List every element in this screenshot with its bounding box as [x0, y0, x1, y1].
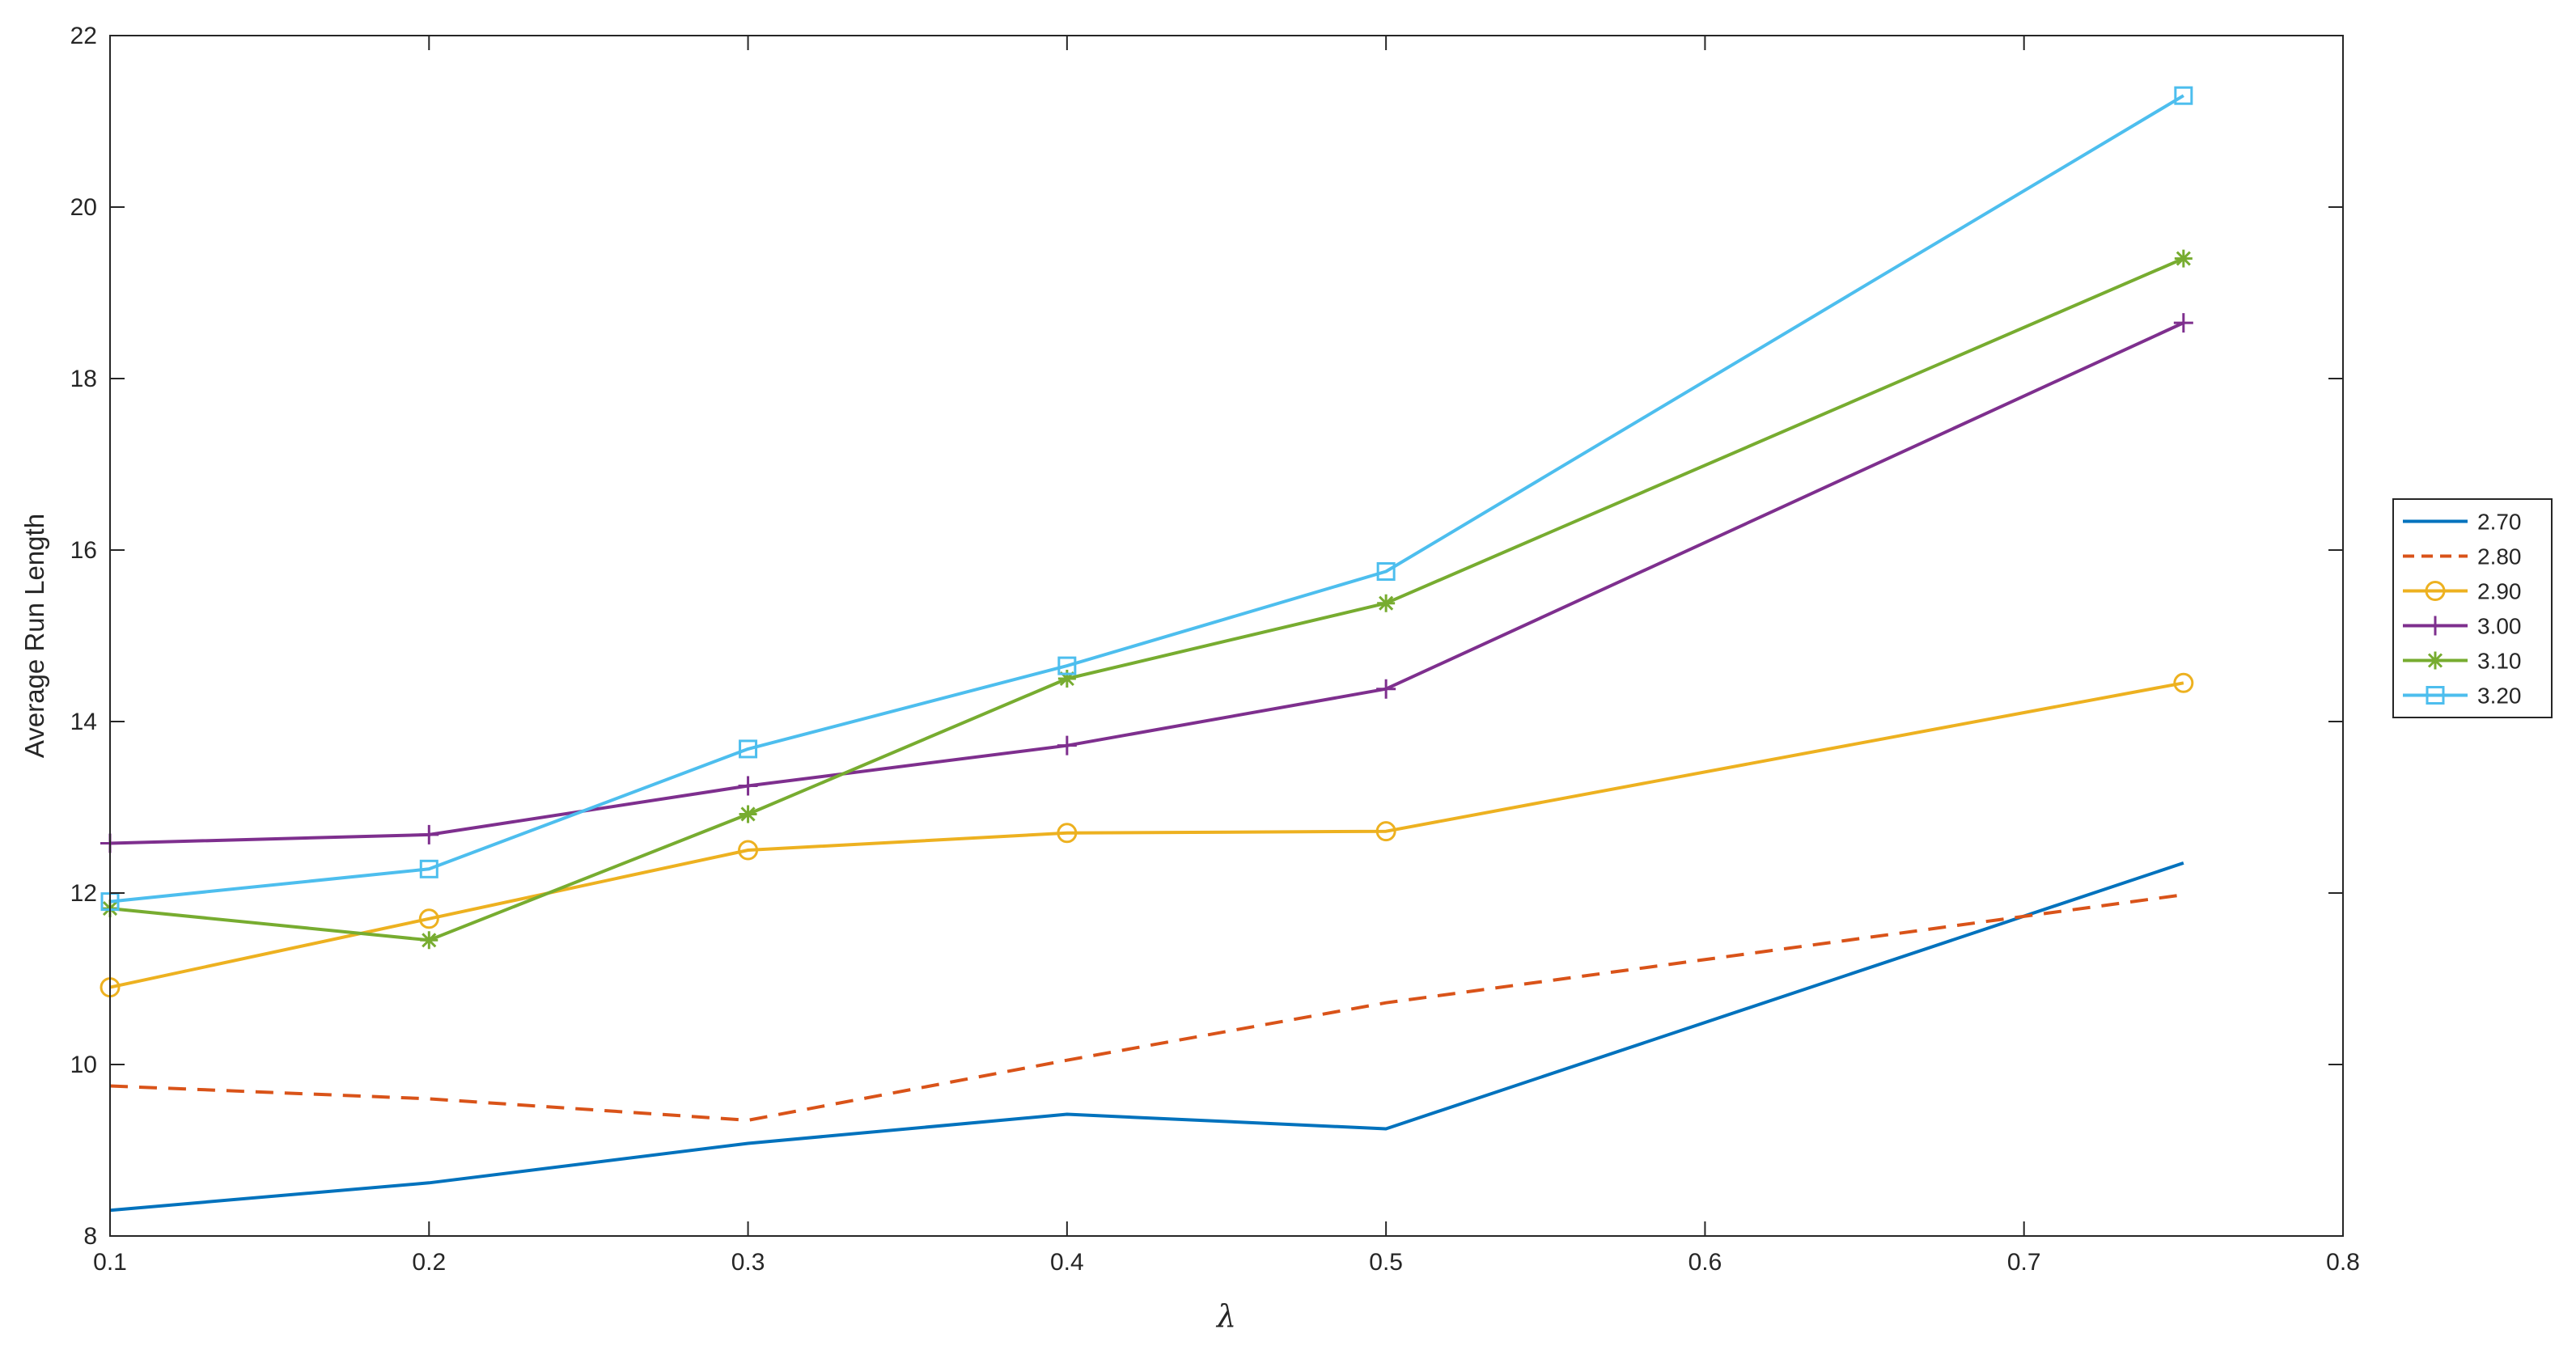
y-tick-label: 22 — [70, 23, 97, 49]
legend-entry: 3.00 — [2403, 614, 2522, 639]
x-tick-label: 0.7 — [2007, 1249, 2041, 1276]
legend-box — [2392, 498, 2553, 718]
series-line — [109, 94, 2184, 904]
data-point-marker — [1057, 656, 1077, 675]
data-point-marker — [418, 908, 439, 929]
data-point-marker — [739, 739, 758, 759]
y-axis-label: Average Run Length — [19, 514, 49, 758]
y-tick-label: 14 — [70, 709, 97, 735]
data-point-marker — [1376, 562, 1396, 581]
x-tick-label: 0.5 — [1369, 1249, 1403, 1276]
data-point-marker — [2174, 86, 2193, 105]
x-tick-label: 0.1 — [93, 1249, 127, 1276]
y-tick-label: 18 — [70, 366, 97, 392]
series-3.20 — [100, 86, 2193, 912]
data-point-marker — [738, 840, 759, 861]
legend-entry: 3.20 — [2403, 684, 2522, 709]
series-3.10 — [101, 249, 2193, 950]
data-point-marker — [1375, 821, 1396, 842]
legend: 2.70 2.80 2.90 3.00 3.10 3.20 — [2392, 498, 2553, 718]
y-tick-label: 16 — [70, 537, 97, 564]
data-point-marker — [1376, 679, 1396, 699]
data-point-marker — [1057, 823, 1078, 844]
x-tick-label: 0.4 — [1050, 1249, 1084, 1276]
y-tick-label: 8 — [83, 1223, 97, 1250]
y-tick-label: 12 — [70, 880, 97, 907]
series-layer — [100, 86, 2194, 1213]
legend-label: 2.70 — [2477, 510, 2522, 535]
legend-label: 3.10 — [2477, 649, 2522, 674]
x-axis-label: λ — [1215, 1298, 1236, 1334]
x-tick-label: 0.3 — [731, 1249, 765, 1276]
legend-label: 2.90 — [2477, 579, 2522, 604]
legend-label: 3.20 — [2477, 684, 2522, 709]
series-2.70 — [109, 861, 2184, 1213]
series-2.80 — [109, 893, 2184, 1122]
x-tick-label: 0.8 — [2326, 1249, 2360, 1276]
series-2.90 — [100, 672, 2194, 998]
data-point-marker — [420, 931, 439, 950]
series-line — [109, 256, 2184, 942]
legend-marker — [2426, 616, 2445, 636]
y-tick-label: 20 — [70, 194, 97, 221]
data-point-marker — [419, 824, 439, 844]
legend-entry: 2.80 — [2403, 544, 2522, 569]
data-point-marker — [739, 805, 757, 823]
data-point-marker — [2173, 313, 2193, 333]
axes-box — [109, 35, 2344, 1237]
legend-label: 2.80 — [2477, 544, 2522, 569]
data-point-marker — [419, 859, 439, 878]
x-tick-label: 0.6 — [1688, 1249, 1722, 1276]
legend-entry: 3.10 — [2403, 649, 2522, 674]
legend-label: 3.00 — [2477, 614, 2522, 639]
series-line — [109, 893, 2184, 1122]
y-tick-label: 10 — [70, 1052, 97, 1078]
data-point-marker — [1057, 735, 1077, 756]
axes-layer: 0.1 0.2 0.3 0.4 0.5 0.6 0.7 0.8 8 10 12 14 16 18 20 22 — [70, 23, 2360, 1276]
legend-marker — [2426, 651, 2444, 670]
series-line — [109, 861, 2184, 1213]
series-line — [109, 321, 2184, 845]
legend-marker — [2426, 686, 2445, 705]
data-point-marker — [738, 776, 758, 796]
data-point-marker — [2174, 249, 2193, 268]
data-point-marker — [2173, 672, 2194, 693]
series-line — [109, 681, 2184, 989]
data-point-marker — [1377, 594, 1396, 612]
legend-marker — [2425, 581, 2446, 601]
data-point-marker — [1057, 670, 1076, 688]
legend-entry: 2.90 — [2403, 579, 2522, 604]
x-tick-label: 0.2 — [412, 1249, 446, 1276]
legend-entry: 2.70 — [2403, 510, 2522, 535]
